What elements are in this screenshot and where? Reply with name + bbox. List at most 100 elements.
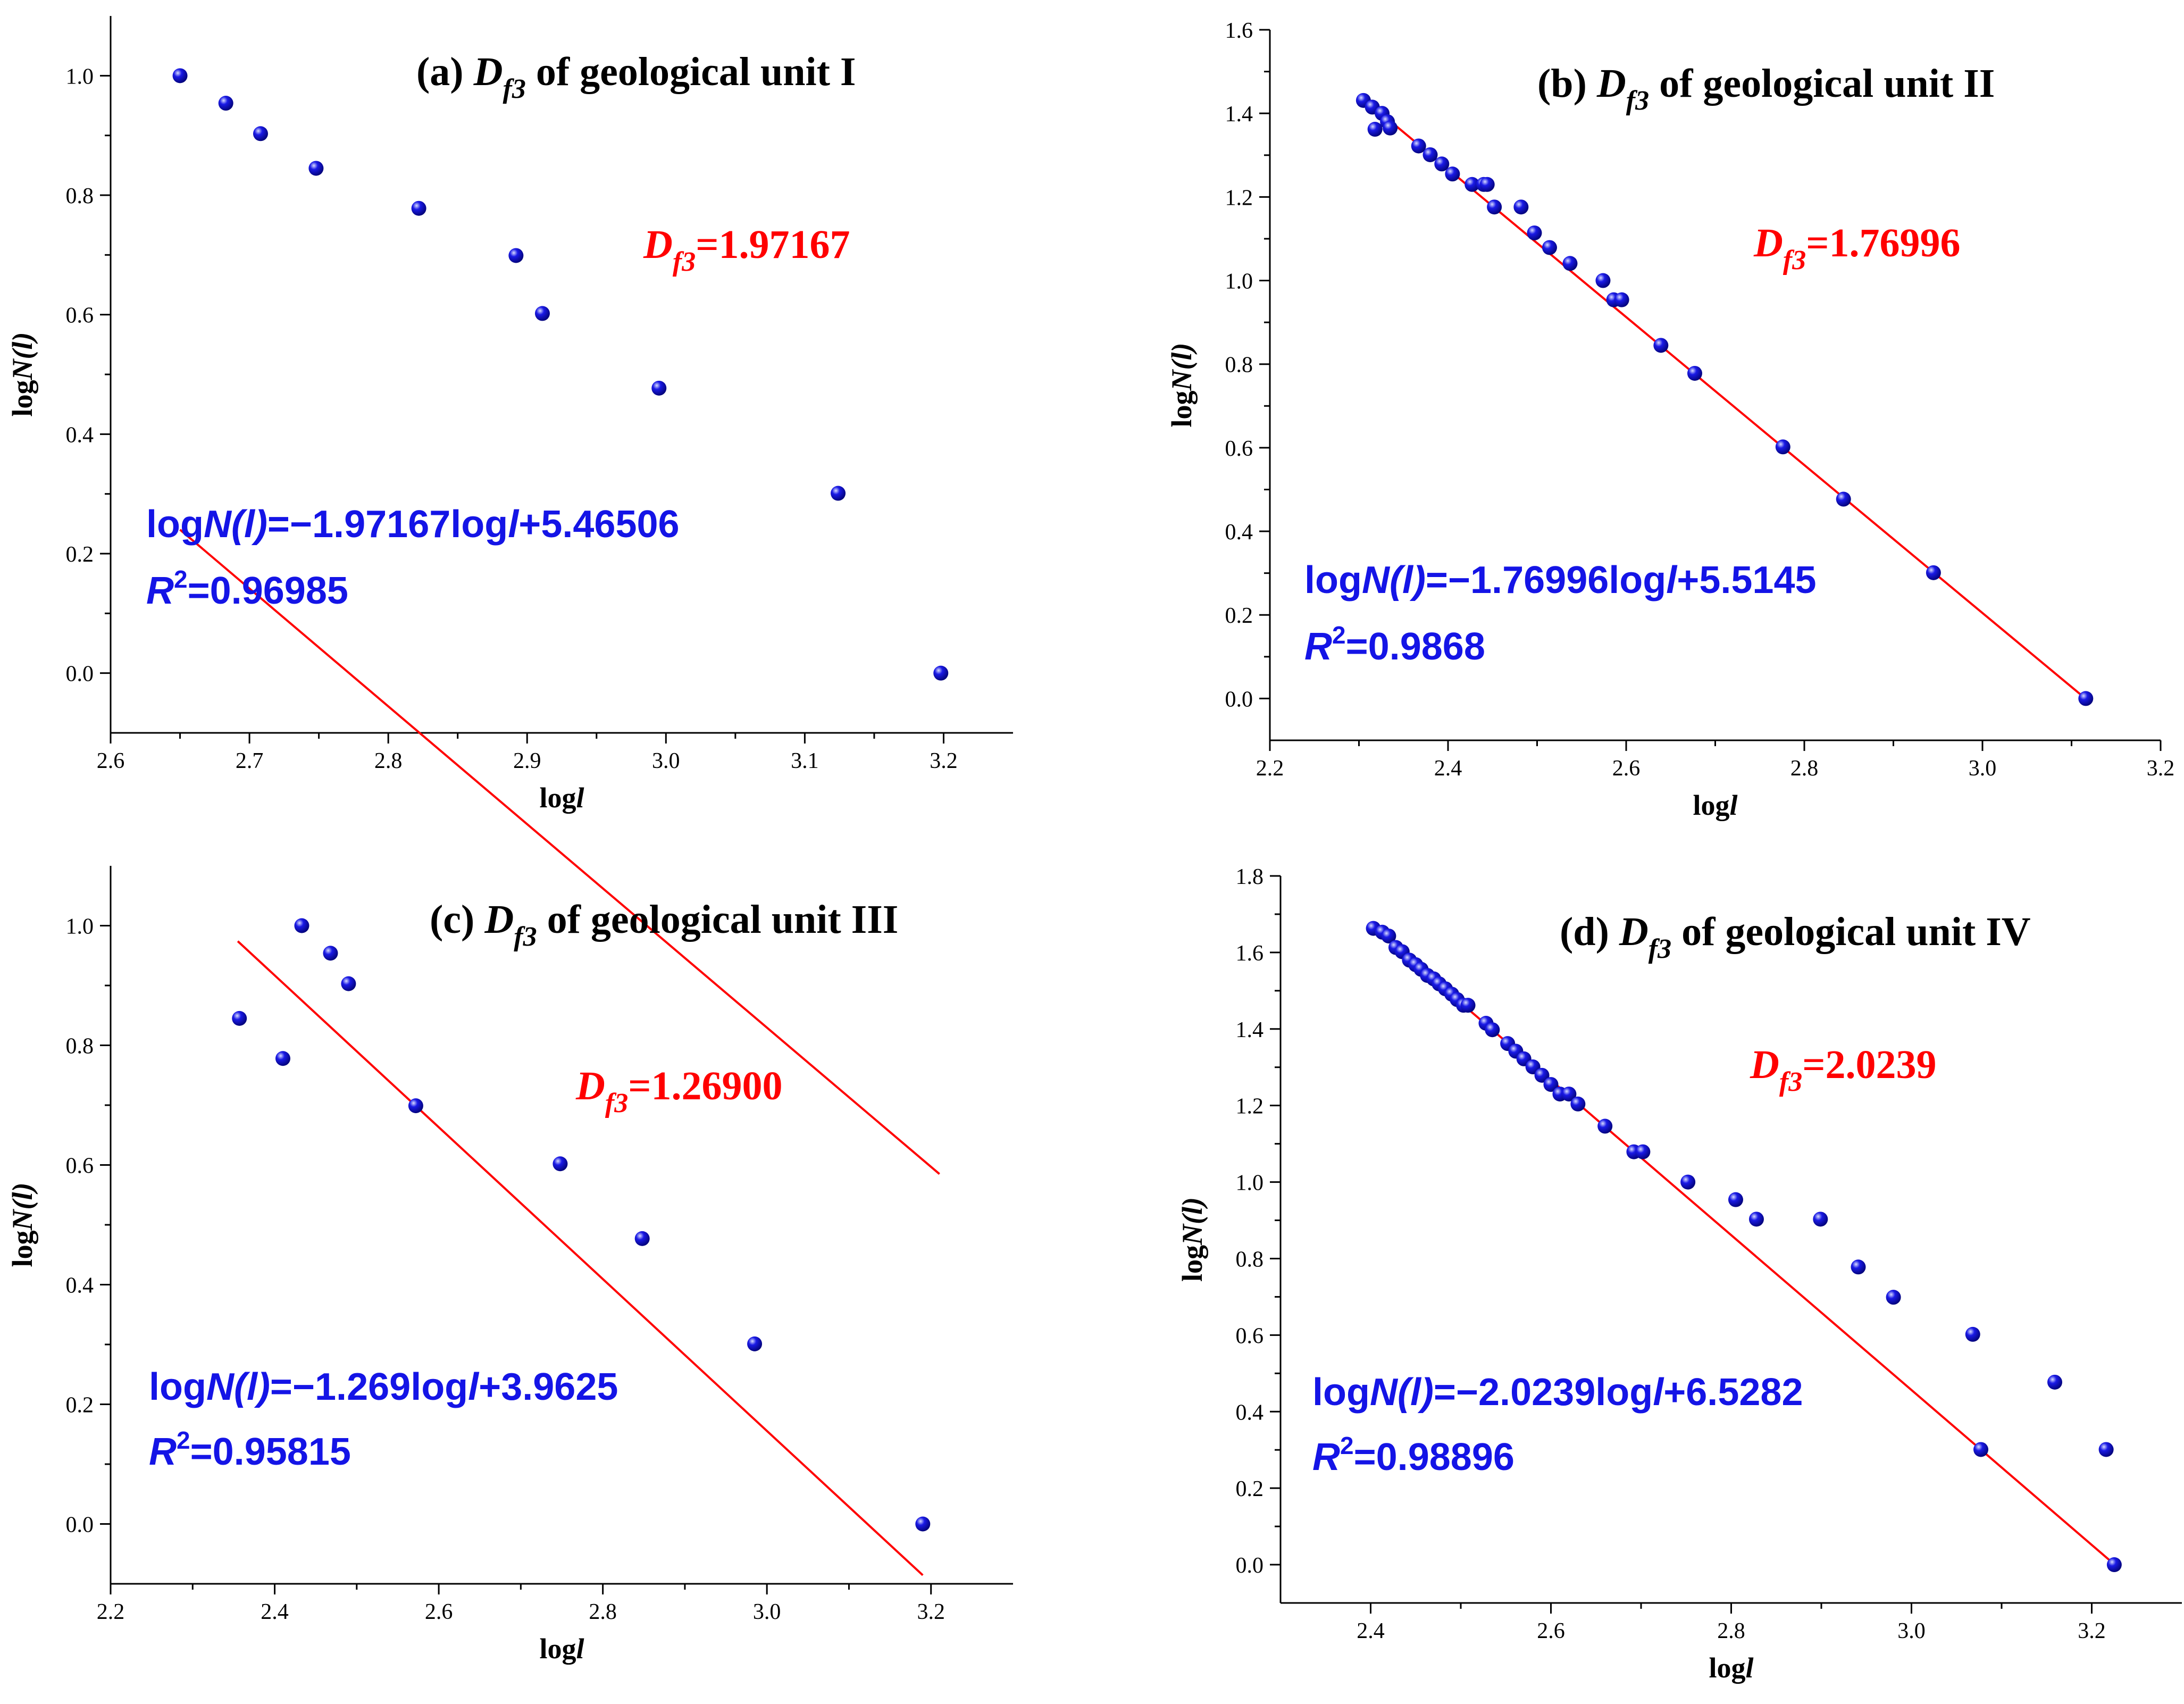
- chart-c-title: (c) Df3 of geological unit III: [430, 897, 898, 952]
- chart-a-y-axis-title: logN(l): [6, 332, 38, 417]
- chart-c-y-tick-label: 0.4: [66, 1274, 94, 1298]
- chart-b-point: [1527, 225, 1542, 240]
- panel-c: 2.2 2.4 2.6 2.8 3.0 3.2 0.0 0.2 0.4 0.6 0.8 1.0 logl…: [0, 852, 1090, 1704]
- chart-b-x-tick-label: 2.6: [1612, 756, 1641, 781]
- chart-d-equation: logN(l)=−2.0239logl+6.5282: [1312, 1371, 1803, 1414]
- chart-c-df-label: Df3=1.26900: [575, 1064, 783, 1118]
- chart-a: 2.6 2.7 2.8 2.9 3.0 3.1 3.2 0.0 0.2 0.4 0.6 0.8 1.0 l…: [6, 16, 1013, 1175]
- chart-a-point: [172, 68, 188, 83]
- chart-a-fit-line: [179, 529, 940, 1175]
- chart-c-equation: logN(l)=−1.269logl+3.9625: [149, 1366, 618, 1408]
- chart-a-point: [411, 201, 426, 216]
- chart-b-point: [1687, 365, 1702, 381]
- chart-d-point: [1485, 1022, 1500, 1038]
- chart-b-y-axis-title: logN(l): [1166, 343, 1198, 428]
- chart-c-point: [341, 976, 356, 991]
- chart-c-fit-line: [237, 940, 924, 1576]
- chart-a-equation: logN(l)=−1.97167logl+5.46506: [146, 503, 680, 546]
- chart-b-r2-label: R2=0.9868: [1304, 621, 1485, 668]
- chart-a-x-tick-label: 2.9: [513, 749, 541, 773]
- chart-a-x-tick-label: 2.6: [97, 749, 125, 773]
- chart-c-x-tick-label: 2.8: [589, 1600, 617, 1624]
- chart-c-point: [232, 1010, 247, 1026]
- chart-c-y-axis-title: logN(l): [6, 1183, 38, 1267]
- chart-d-point: [1728, 1192, 1743, 1207]
- chart-c-y-tick-label: 0.0: [66, 1513, 94, 1538]
- chart-c-x-axis-title: logl: [539, 1633, 584, 1665]
- chart-b-point: [1542, 240, 1557, 255]
- chart-d-y-tick-label: 0.2: [1236, 1477, 1264, 1501]
- chart-d-point: [1965, 1326, 1980, 1342]
- chart-a-y-tick-label: 0.2: [66, 542, 94, 567]
- chart-b-x-tick-label: 2.4: [1434, 756, 1462, 781]
- chart-c-point: [915, 1516, 931, 1532]
- chart-d-y-tick-label: 1.4: [1236, 1018, 1264, 1042]
- panel-d: 2.4 2.6 2.8 3.0 3.2 0.0 0.2 0.4 0.6 0.8 1.0 1.2 1.4 1…: [1092, 852, 2184, 1704]
- chart-b-point: [1479, 177, 1495, 192]
- chart-d-y-tick-label: 0.6: [1236, 1324, 1264, 1348]
- chart-b-point: [1513, 199, 1529, 215]
- chart-b-title: (b) Df3 of geological unit II: [1537, 61, 1995, 116]
- chart-d-point: [1635, 1144, 1651, 1159]
- chart-a-y-tick-label: 1.0: [66, 64, 94, 89]
- chart-a-x-tick-label: 3.0: [652, 749, 680, 773]
- chart-c-y-tick-label: 0.8: [66, 1034, 94, 1059]
- chart-b-point: [1595, 273, 1611, 288]
- chart-b-point: [1422, 147, 1438, 162]
- chart-a-point: [933, 665, 949, 681]
- chart-a-x-axis-title: logl: [539, 782, 584, 814]
- chart-d-y-tick-label: 1.8: [1236, 865, 1264, 889]
- chart-b-equation: logN(l)=−1.76996logl+5.5145: [1304, 559, 1817, 602]
- chart-b-point: [1926, 565, 1941, 580]
- chart-b-point: [1614, 292, 1629, 307]
- chart-d-point: [1381, 928, 1396, 943]
- chart-a-df-label: Df3=1.97167: [643, 222, 850, 277]
- chart-d-x-tick-label: 2.4: [1357, 1619, 1385, 1643]
- chart-d-x-tick-label: 3.2: [2078, 1619, 2106, 1643]
- chart-b-df-label: Df3=1.76996: [1753, 221, 1961, 275]
- chart-c-point: [323, 946, 338, 961]
- chart-d-x-axis-title: logl: [1709, 1652, 1753, 1684]
- chart-a-point: [831, 486, 846, 501]
- chart-d-y-tick-label: 0.4: [1236, 1400, 1264, 1425]
- chart-d: 2.4 2.6 2.8 3.0 3.2 0.0 0.2 0.4 0.6 0.8 1.0 1.2 1.4 1…: [1176, 865, 2182, 1684]
- chart-b-y-tick-label: 0.2: [1225, 604, 1253, 628]
- chart-b-point: [1383, 120, 1398, 136]
- chart-c-point: [408, 1098, 423, 1114]
- chart-b-y-tick-label: 0.6: [1225, 437, 1253, 461]
- chart-d-point: [1851, 1259, 1866, 1275]
- chart-c-x-tick-label: 2.4: [261, 1600, 289, 1624]
- chart-c-point: [634, 1231, 650, 1246]
- chart-a-point: [253, 126, 268, 141]
- chart-d-point: [1813, 1212, 1828, 1227]
- chart-d-point: [1460, 998, 1476, 1013]
- chart-b-x-tick-label: 2.2: [1256, 756, 1284, 781]
- chart-c-x-tick-label: 2.6: [425, 1600, 453, 1624]
- chart-b-point: [1562, 256, 1578, 271]
- chart-b-point: [1411, 138, 1426, 154]
- chart-a-y-tick-label: 0.0: [66, 662, 94, 687]
- chart-c-r2-label: R2=0.95815: [149, 1426, 351, 1473]
- chart-b-y-tick-label: 1.0: [1225, 270, 1253, 294]
- chart-c-y-tick-label: 0.2: [66, 1393, 94, 1418]
- chart-b-fit-line: [1367, 102, 2086, 699]
- chart-d-r2-label: R2=0.98896: [1312, 1432, 1514, 1479]
- chart-a-x-tick-label: 3.1: [791, 749, 819, 773]
- chart-c-point: [275, 1051, 290, 1066]
- chart-b-x-tick-label: 3.0: [1969, 756, 1997, 781]
- chart-b-x-tick-label: 2.8: [1790, 756, 1819, 781]
- chart-c: 2.2 2.4 2.6 2.8 3.0 3.2 0.0 0.2 0.4 0.6 0.8 1.0 logl…: [6, 866, 1013, 1665]
- chart-b-y-tick-label: 1.6: [1225, 19, 1253, 43]
- chart-a-point: [308, 161, 324, 176]
- chart-b: 2.2 2.4 2.6 2.8 3.0 3.2 0.0 0.2 0.4 0.6 0.8 1.0 1.2 1…: [1166, 19, 2175, 821]
- chart-d-x-tick-label: 2.8: [1717, 1619, 1745, 1643]
- chart-d-y-axis-title: logN(l): [1176, 1197, 1208, 1282]
- chart-d-point: [1973, 1442, 1989, 1457]
- chart-b-y-tick-label: 0.8: [1225, 353, 1253, 378]
- chart-b-y-tick-label: 1.4: [1225, 102, 1253, 127]
- chart-d-point: [1570, 1096, 1586, 1112]
- chart-a-x-tick-label: 3.2: [930, 749, 958, 773]
- chart-a-point: [651, 380, 667, 396]
- chart-b-x-tick-label: 3.2: [2147, 756, 2175, 781]
- chart-d-point: [2098, 1442, 2114, 1457]
